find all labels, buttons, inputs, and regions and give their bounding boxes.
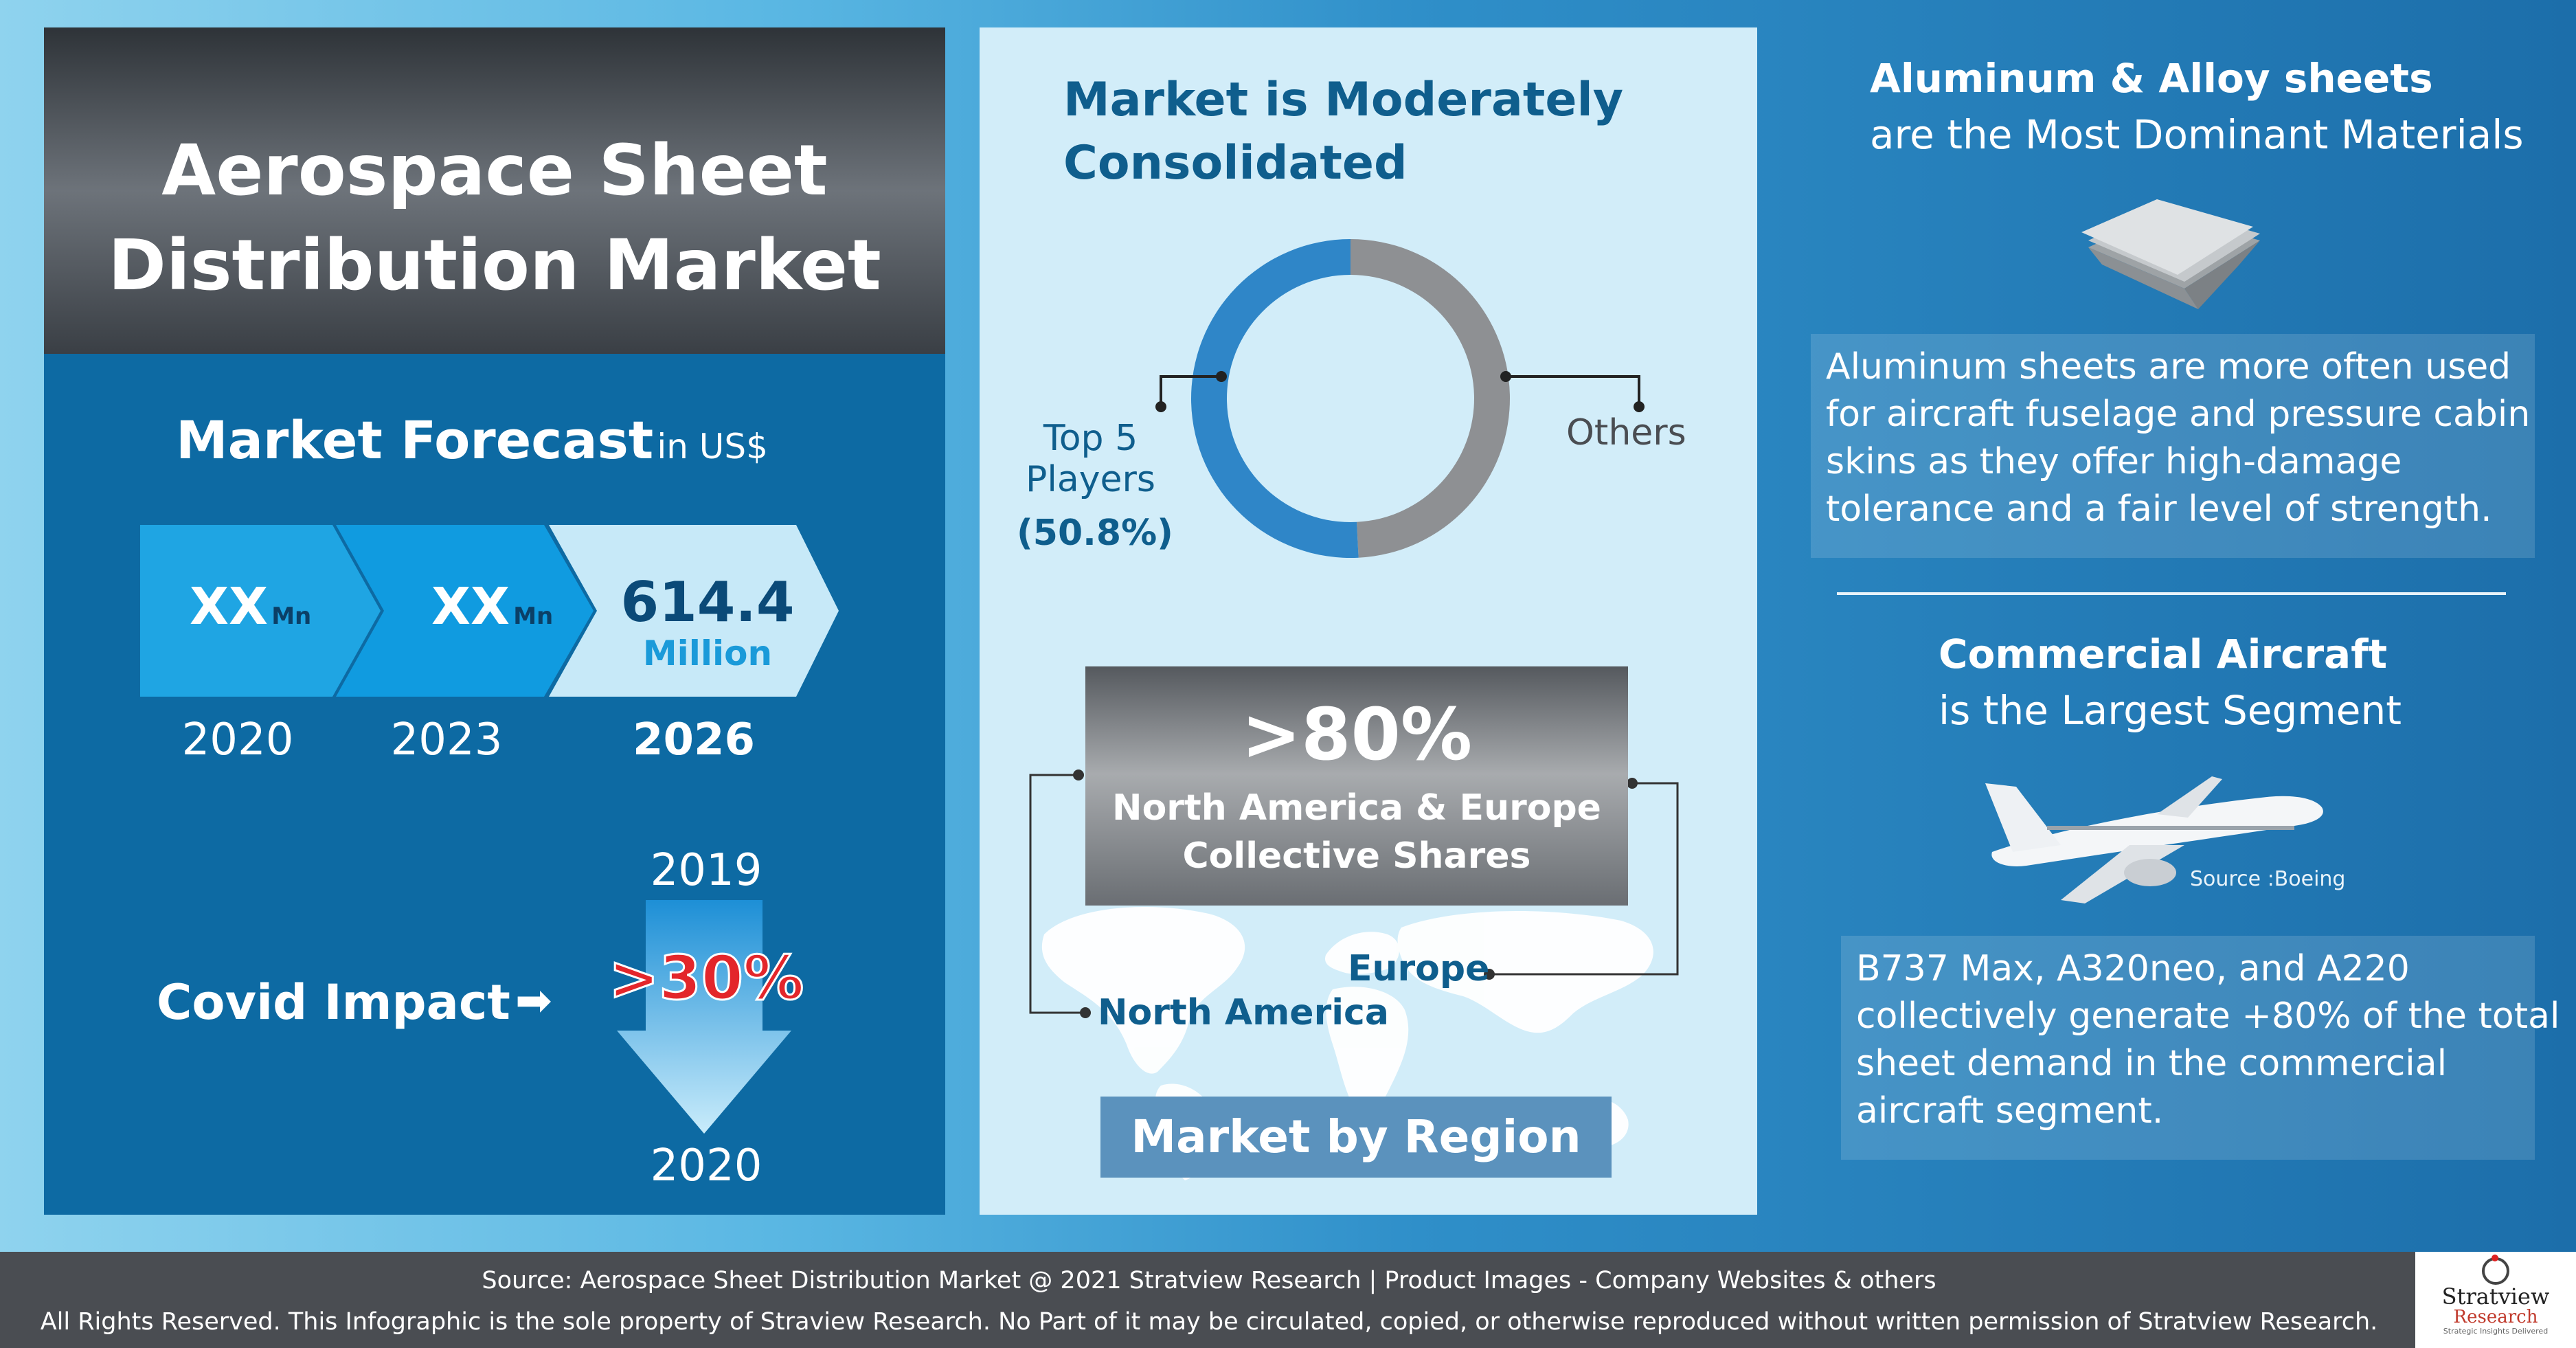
north-america-label: North America (1098, 992, 1389, 1033)
top5-leader-end (1155, 401, 1166, 412)
page-title-line2: Distribution Market (108, 225, 881, 306)
consolidation-donut-chart (1155, 239, 1645, 558)
region-connectors (1029, 770, 1679, 1018)
region-share-box: >80% North America & Europe Collective S… (1085, 666, 1628, 906)
tile-2026-shape (549, 525, 839, 697)
materials-heading-bold: Aluminum & Alloy sheets (1870, 55, 2433, 102)
forecast-heading-text: Market Forecast (176, 409, 654, 471)
top5-label: Top 5 Players (1017, 418, 1164, 500)
covid-to-year: 2020 (650, 1141, 762, 1191)
segment-note: B737 Max, A320neo, and A220 collectively… (1856, 945, 2560, 1135)
down-arrow-icon (617, 900, 791, 1134)
tile-2020-unit: Mn (271, 603, 312, 630)
tile-2023-year: 2023 (390, 715, 503, 765)
covid-from-year: 2019 (650, 845, 762, 896)
arrow-right-icon: ➡ (515, 976, 552, 1026)
tile-2023-value: XX Mn (431, 577, 553, 636)
top5-label-line2: Players (1026, 459, 1155, 500)
region-share-line1: North America & Europe (1112, 787, 1601, 829)
segment-note-line: collectively generate +80% of the total (1856, 996, 2560, 1037)
top5-label-line1: Top 5 (1043, 418, 1138, 459)
consolidation-heading: Market is Moderately Consolidated (1063, 69, 1623, 195)
segment-note-line: aircraft segment. (1856, 1090, 2164, 1132)
tile-2020-value: XX Mn (190, 577, 311, 636)
materials-note: Aluminum sheets are more often used for … (1826, 344, 2530, 533)
region-share-value: >80% (1241, 693, 1473, 776)
top5-leader-dot (1216, 371, 1227, 382)
tile-2020-shape (140, 525, 381, 697)
segment-note-box: B737 Max, A320neo, and A220 collectively… (1841, 936, 2560, 1160)
covid-impact-value: >30% (607, 942, 804, 1015)
materials-note-box: Aluminum sheets are more often used for … (1811, 334, 2535, 558)
materials-note-line: for aircraft fuselage and pressure cabin (1826, 394, 2531, 435)
others-leader-line (1506, 375, 1640, 405)
materials-note-line: tolerance and a fair level of strength. (1826, 488, 2492, 530)
tile-2026-number: 614.4 (620, 570, 795, 634)
title-box: Aerospace Sheet Distribution Market (44, 27, 945, 354)
logo-globe-icon (2482, 1255, 2509, 1285)
logo-text-research: Research (2453, 1307, 2538, 1327)
segment-heading-rest: is the Largest Segment (1939, 687, 2402, 734)
tile-2023-unit: Mn (513, 603, 554, 630)
donut-slice-others (1351, 239, 1510, 558)
region-share-line2: Collective Shares (1182, 835, 1531, 877)
tile-2020-number: XX (190, 577, 269, 636)
consolidation-heading-line1: Market is Moderately (1063, 73, 1624, 127)
materials-note-line: skins as they offer high-damage (1826, 441, 2402, 482)
image-source: Source :Boeing (2190, 867, 2346, 891)
footer: Source: Aerospace Sheet Distribution Mar… (0, 1252, 2576, 1348)
tile-2023-number: XX (431, 577, 510, 636)
tile-2026-year: 2026 (632, 715, 756, 765)
donut-slice-top5-players (1190, 239, 1359, 558)
covid-label: Covid Impact (157, 974, 510, 1031)
forecast-heading: Market Forecast in US$ (176, 409, 768, 471)
segment-note-line: sheet demand in the commercial (1856, 1043, 2448, 1084)
tile-2020-year: 2020 (181, 715, 294, 765)
aluminum-sheets-image (2081, 199, 2260, 309)
logo-tagline: Strategic Insights Delivered (2443, 1327, 2549, 1336)
footer-rights: All Rights Reserved. This Infographic is… (40, 1308, 2378, 1336)
materials-heading-rest: are the Most Dominant Materials (1870, 111, 2524, 158)
region-footer-box: Market by Region (1100, 1097, 1612, 1178)
others-leader-dot (1500, 371, 1511, 382)
materials-note-line: Aluminum sheets are more often used (1826, 346, 2511, 387)
others-label: Others (1566, 412, 1686, 453)
page-title-line1: Aerospace Sheet (161, 130, 828, 212)
section-divider (1837, 592, 2506, 595)
tile-2023-shape (336, 525, 594, 697)
top5-share: (50.8%) (1017, 513, 1173, 554)
logo-text-stratview: Stratview (2441, 1283, 2550, 1310)
segment-heading-bold: Commercial Aircraft (1939, 631, 2388, 677)
others-leader-end (1634, 401, 1645, 412)
europe-label: Europe (1348, 948, 1490, 989)
airplane-image (1985, 776, 2323, 903)
forecast-tiles (140, 525, 839, 697)
top5-leader-line (1160, 375, 1221, 405)
forecast-unit: in US$ (657, 427, 768, 467)
consolidation-heading-line2: Consolidated (1063, 136, 1408, 190)
segment-note-line: B737 Max, A320neo, and A220 (1856, 948, 2410, 989)
footer-source: Source: Aerospace Sheet Distribution Mar… (482, 1267, 1936, 1294)
stratview-logo: Stratview Research Strategic Insights De… (2415, 1252, 2576, 1348)
tile-2026-unit: Million (642, 633, 773, 673)
region-footer-label: Market by Region (1131, 1110, 1581, 1163)
